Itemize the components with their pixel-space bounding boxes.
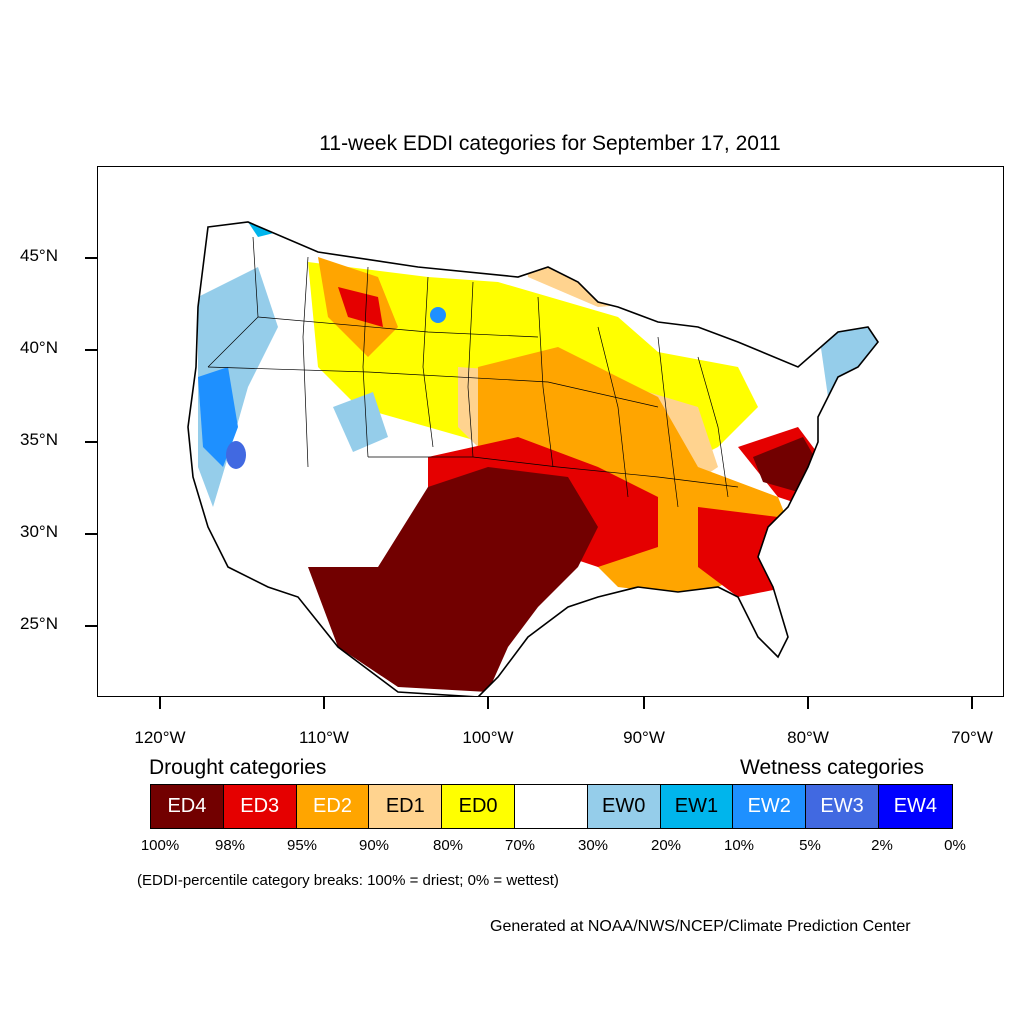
lon-label-120: 120°W <box>134 728 186 747</box>
lon-label-90: 90°W <box>623 728 665 747</box>
lat-tick-40 <box>85 349 97 351</box>
legend-label-ed0: ED0 <box>458 795 498 817</box>
ed3-region-southeast <box>698 507 788 597</box>
drought-categories-label: Drought categories <box>149 756 327 779</box>
legend-label-ew4: EW4 <box>893 795 938 817</box>
legend-label-ed4: ED4 <box>167 795 207 817</box>
break-80: 80% <box>432 837 464 854</box>
lon-tick-80 <box>807 697 809 709</box>
legend-box-normal <box>514 785 588 828</box>
ew2-region-west <box>198 367 238 467</box>
map-title: 11-week EDDI categories for September 17… <box>319 132 781 155</box>
lon-label-80: 80°W <box>787 728 829 747</box>
legend-box-ew1: EW1 <box>660 785 734 828</box>
lat-label-25: 25°N <box>20 614 58 633</box>
ew0-region-northeast <box>818 317 878 397</box>
break-20: 20% <box>650 837 682 854</box>
break-90: 90% <box>358 837 390 854</box>
break-10: 10% <box>723 837 755 854</box>
lat-tick-35 <box>85 441 97 443</box>
lon-tick-100 <box>487 697 489 709</box>
ed4-region-texas <box>308 467 598 692</box>
ed1-region-north <box>518 222 858 307</box>
legend-box-ew2: EW2 <box>733 785 807 828</box>
lon-label-110: 110°W <box>299 728 349 747</box>
state-boundaries <box>207 236 739 508</box>
credit-line: Generated at NOAA/NWS/NCEP/Climate Predi… <box>490 918 911 935</box>
legend-box-ew4: EW4 <box>878 785 952 828</box>
lon-label-70: 70°W <box>951 728 993 747</box>
lat-label-40: 40°N <box>20 338 58 357</box>
legend-box-ew3: EW3 <box>806 785 879 828</box>
break-95: 95% <box>286 837 318 854</box>
legend-box-ew0: EW0 <box>587 785 661 828</box>
us-outline <box>187 221 879 696</box>
lon-label-100: 100°W <box>462 728 514 747</box>
ew3-region-west <box>226 441 246 469</box>
legend-box-ed4: ED4 <box>151 785 224 828</box>
legend-label-ew2: EW2 <box>747 795 791 817</box>
legend-label-ed3: ED3 <box>240 795 280 817</box>
legend-label-ew1: EW1 <box>674 795 719 817</box>
break-5: 5% <box>799 837 821 854</box>
lat-tick-45 <box>85 257 97 259</box>
category-note: (EDDI-percentile category breaks: 100% =… <box>137 872 559 889</box>
lat-label-30: 30°N <box>20 522 58 541</box>
map-area <box>97 166 1004 697</box>
legend-box-ed1: ED1 <box>369 785 443 828</box>
ew0-region-utah <box>333 392 388 452</box>
break-30: 30% <box>577 837 609 854</box>
lon-tick-120 <box>159 697 161 709</box>
lon-tick-70 <box>971 697 973 709</box>
break-98: 98% <box>214 837 246 854</box>
break-70: 70% <box>504 837 536 854</box>
legend-label-ew0: EW0 <box>602 795 646 817</box>
lon-tick-90 <box>643 697 645 709</box>
ed2-region-upper-midwest <box>548 222 698 287</box>
legend-label-ew3: EW3 <box>820 795 864 817</box>
legend-box-ed3: ED3 <box>223 785 297 828</box>
lat-tick-30 <box>85 533 97 535</box>
legend-colorbar: ED4 ED3 ED2 ED1 ED0 EW0 EW1 EW2 EW3 EW4 <box>150 784 953 829</box>
wetness-categories-label: Wetness categories <box>740 756 925 779</box>
ed3-region-montana <box>338 287 383 327</box>
lat-tick-25 <box>85 625 97 627</box>
legend-label-ed1: ED1 <box>385 795 425 817</box>
lat-label-35: 35°N <box>20 430 58 449</box>
lon-tick-110 <box>323 697 325 709</box>
eddi-map-svg <box>187 172 879 696</box>
legend-label-ed2: ED2 <box>313 795 352 817</box>
ew4-region-northwest <box>248 172 273 192</box>
legend-box-ed0: ED0 <box>442 785 515 828</box>
break-2: 2% <box>871 837 893 854</box>
legend-box-ed2: ED2 <box>296 785 370 828</box>
break-0: 0% <box>944 837 966 854</box>
lat-label-45: 45°N <box>20 246 58 265</box>
break-100: 100% <box>140 837 180 854</box>
ew2-region-dakotas <box>430 307 446 323</box>
